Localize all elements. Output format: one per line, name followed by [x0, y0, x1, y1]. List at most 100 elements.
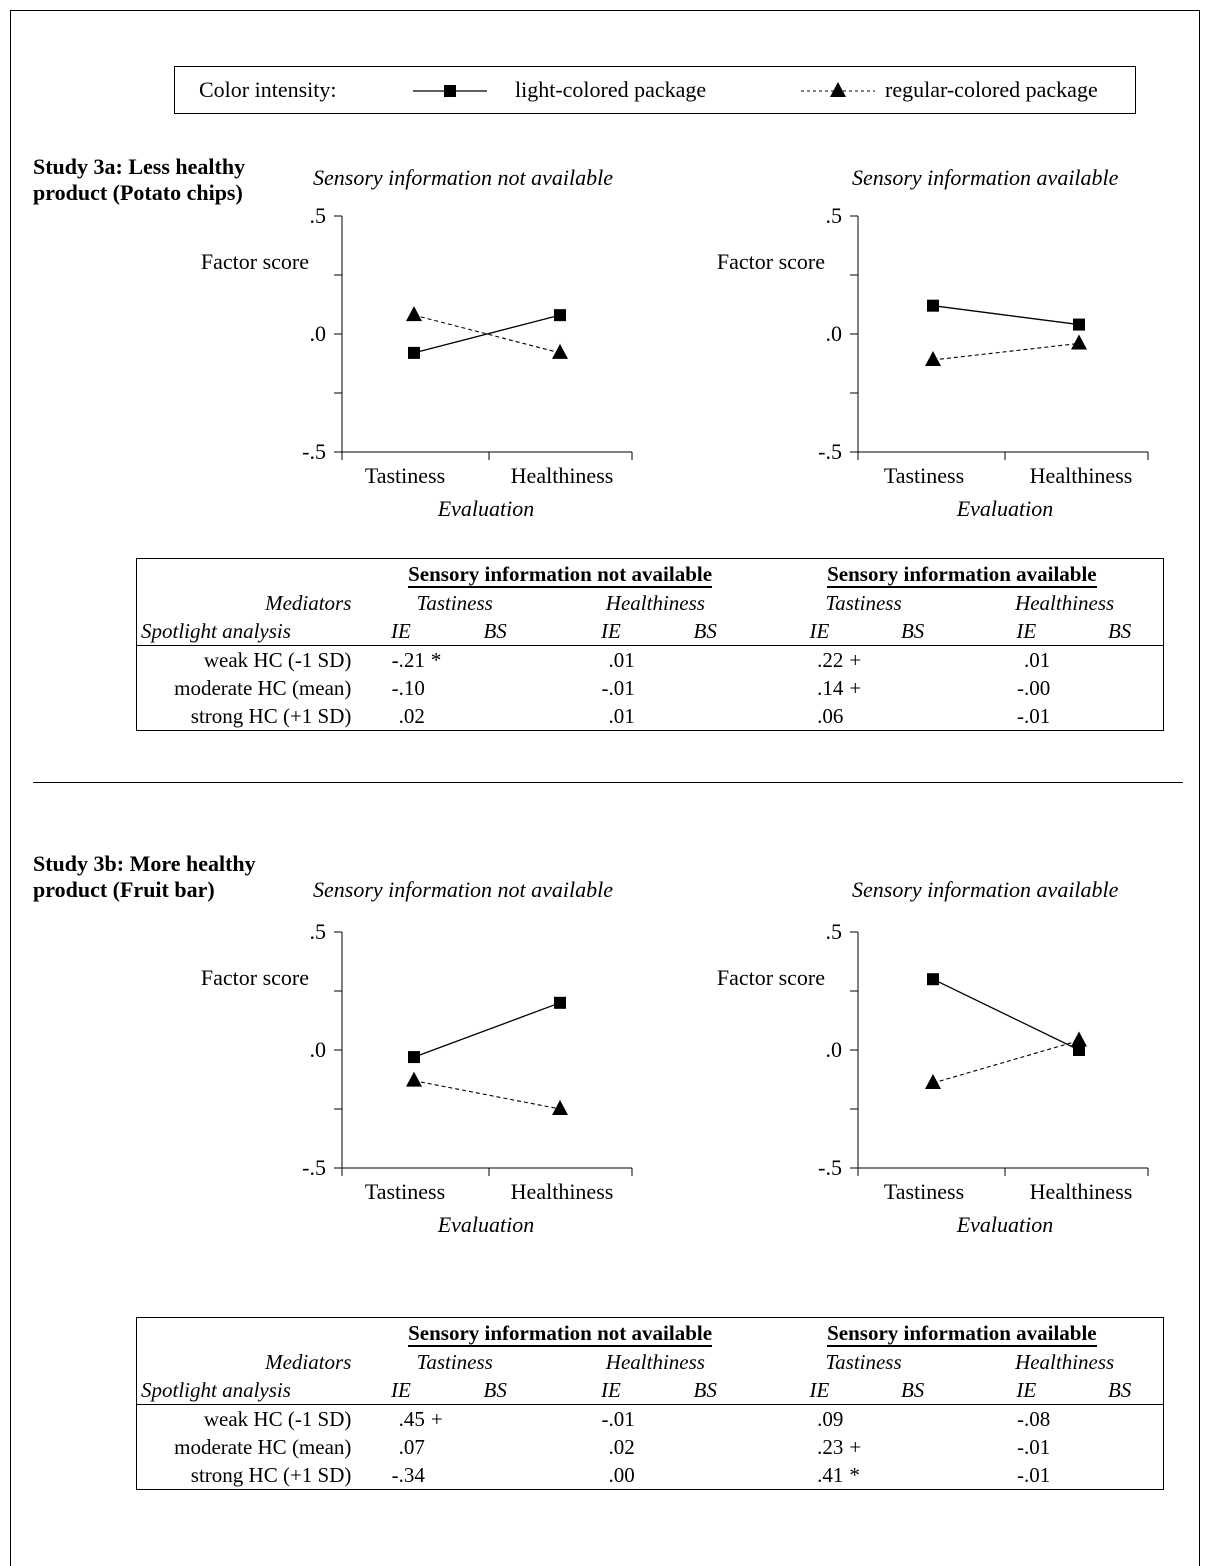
ie-header: IE	[359, 1376, 427, 1405]
table-cell	[1052, 1376, 1108, 1405]
data-point-regular	[925, 350, 941, 366]
row-label: weak HC (-1 SD)	[203, 1407, 352, 1431]
bs-header: BS	[693, 1376, 761, 1405]
table-cell	[137, 1318, 360, 1349]
significance-mark: +	[849, 676, 862, 700]
y-axis-title: Factor score	[717, 965, 825, 990]
bs-header: BS	[483, 1376, 550, 1405]
y-tick-label: -.5	[302, 1155, 326, 1180]
significance-mark	[1052, 1405, 1108, 1434]
table-cell	[845, 617, 901, 646]
table-cell	[1052, 617, 1108, 646]
ie-value: -.01	[1016, 704, 1051, 728]
legend-light-label: light-colored package	[515, 77, 707, 102]
ie-value: .01	[608, 648, 635, 672]
ie-value: -.01	[601, 1407, 635, 1431]
ie-value: -.01	[1016, 1435, 1051, 1459]
series-line-regular	[932, 1040, 1080, 1084]
y-tick-label: .0	[310, 321, 327, 346]
table-cell	[1108, 1433, 1164, 1461]
table-header-groups: Sensory information not available Sensory…	[137, 559, 1164, 590]
ie-value: .01	[608, 704, 635, 728]
data-point-regular	[406, 306, 422, 322]
panel-3a-right-title: Sensory information available	[852, 165, 1119, 190]
section-divider	[33, 782, 1183, 783]
bs-header: BS	[900, 617, 967, 646]
data-point-regular	[1071, 1031, 1087, 1047]
mediator-header: Tastiness	[416, 591, 493, 615]
table-header-stats: Spotlight analysis IE BS IE BS IE BS IE BS	[136, 617, 1164, 646]
table-header-mediators: Mediators Tastiness Healthiness Tastiness He…	[137, 589, 1164, 617]
ie-value: .01	[1023, 648, 1051, 672]
ie-value: .23	[817, 1435, 844, 1459]
y-tick-label: .0	[826, 1037, 843, 1062]
series-line-light	[932, 978, 1080, 1051]
significance-mark	[1052, 1433, 1108, 1461]
table-group-header: Sensory information available	[761, 559, 1164, 590]
bs-header: BS	[1107, 617, 1164, 646]
data-point-light	[927, 973, 939, 986]
x-tick-label: Tastiness	[365, 1179, 445, 1204]
significance-mark	[427, 1433, 484, 1461]
ie-value: .00	[608, 1463, 635, 1487]
table-cell	[1108, 1461, 1164, 1490]
table-row: weak HC (-1 SD) .45 + -.01 .09 -.08	[137, 1405, 1164, 1434]
ie-value: -.21	[391, 648, 425, 672]
ie-value: .22	[817, 648, 844, 672]
ie-header: IE	[359, 617, 427, 646]
bs-header: BS	[1107, 1376, 1164, 1405]
ie-header: IE	[760, 1376, 846, 1405]
significance-mark	[637, 1405, 694, 1434]
table-header-groups: Sensory information not available Sensory…	[137, 1318, 1164, 1349]
panel-3b-left-title: Sensory information not available	[313, 877, 614, 902]
y-tick-label: .0	[310, 1037, 327, 1062]
legend-regular-label: regular-colored package	[885, 77, 1098, 102]
ie-header: IE	[549, 617, 637, 646]
significance-mark: +	[849, 1435, 862, 1459]
ie-value: .41	[817, 1463, 844, 1487]
series-line-regular	[932, 342, 1080, 361]
table-row: weak HC (-1 SD) -.21 * .01 .22 + .01	[137, 646, 1164, 675]
data-point-regular	[1071, 334, 1087, 350]
table-cell	[484, 1461, 550, 1490]
ie-header: IE	[549, 1376, 637, 1405]
ie-value: .09	[817, 1407, 844, 1431]
x-axis-title: Evaluation	[437, 1212, 535, 1237]
bs-header: BS	[693, 617, 761, 646]
table-cell	[636, 1376, 694, 1405]
y-tick-label: .5	[826, 203, 843, 228]
ie-value: -.08	[1016, 1407, 1051, 1431]
table-cell	[1108, 1405, 1164, 1434]
significance-mark: +	[430, 1407, 443, 1431]
y-tick-label: .5	[310, 203, 327, 228]
table-row: strong HC (+1 SD) -.34 .00 .41 * -.01	[137, 1461, 1164, 1490]
data-point-light	[1073, 318, 1085, 331]
table-row: moderate HC (mean) .07 .02 .23 + -.01	[137, 1433, 1164, 1461]
table-group-header: Sensory information not available	[359, 1318, 760, 1349]
study-3b-title: Study 3b: More healthy product (Fruit ba…	[33, 851, 256, 902]
legend-dashed-triangle-icon	[801, 82, 875, 97]
data-point-regular	[406, 1071, 422, 1087]
ie-value: -.00	[1016, 676, 1051, 700]
group-label: Sensory information available	[827, 1321, 1097, 1347]
row-label: strong HC (+1 SD)	[190, 704, 352, 728]
y-tick-label: .5	[310, 919, 327, 944]
mediator-header: Healthiness	[1015, 1350, 1115, 1374]
table-cell	[694, 1461, 761, 1490]
spotlight-label: Spotlight analysis	[136, 1376, 360, 1405]
panel-3b-right-title: Sensory information available	[852, 877, 1119, 902]
ie-value: -.10	[391, 676, 425, 700]
y-tick-label: .5	[826, 919, 843, 944]
y-tick-label: -.5	[302, 439, 326, 464]
table-row: moderate HC (mean) -.10 -.01 .14 + -.00	[137, 674, 1164, 702]
data-point-light	[554, 996, 566, 1009]
x-tick-label: Tastiness	[884, 1179, 964, 1204]
significance-mark: +	[849, 648, 862, 672]
mediator-header: Tastiness	[825, 1350, 902, 1374]
table-cell	[484, 1405, 550, 1434]
significance-mark	[845, 1405, 901, 1434]
table-cell	[901, 1461, 966, 1490]
ie-value: .07	[398, 1435, 425, 1459]
data-point-regular	[925, 1074, 941, 1090]
